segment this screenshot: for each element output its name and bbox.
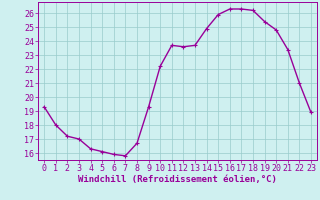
X-axis label: Windchill (Refroidissement éolien,°C): Windchill (Refroidissement éolien,°C) bbox=[78, 175, 277, 184]
